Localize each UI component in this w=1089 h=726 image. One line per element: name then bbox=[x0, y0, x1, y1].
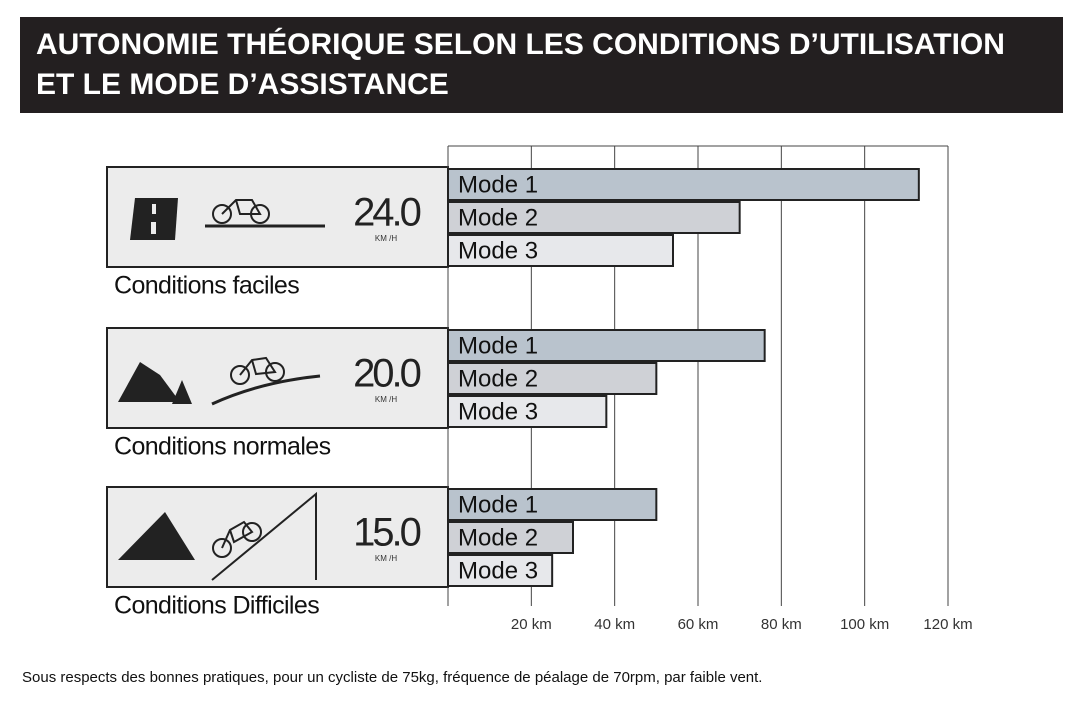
title-line: AUTONOMIE THÉORIQUE SELON LES CONDITIONS… bbox=[36, 27, 1005, 61]
condition-label: Conditions Difficiles bbox=[114, 592, 319, 620]
icons bbox=[118, 198, 325, 581]
title-band bbox=[20, 17, 1063, 113]
x-tick-label: 60 km bbox=[678, 616, 719, 633]
series-label: Mode 1 bbox=[458, 332, 538, 359]
bar bbox=[447, 168, 920, 201]
hill-ground bbox=[211, 374, 321, 406]
speed-unit: KM /H bbox=[375, 234, 397, 243]
footnote: Sous respects des bonnes pratiques, pour… bbox=[22, 669, 762, 686]
speed-unit: KM /H bbox=[375, 395, 397, 404]
x-tick-label: 100 km bbox=[840, 616, 889, 633]
condition-panel bbox=[106, 327, 449, 429]
bar bbox=[447, 362, 658, 395]
bar bbox=[447, 234, 674, 267]
condition-label: Conditions normales bbox=[114, 433, 331, 461]
x-tick-label: 40 km bbox=[594, 616, 635, 633]
slope-ground bbox=[211, 491, 317, 581]
speed: 20.0 bbox=[353, 352, 421, 396]
bar bbox=[447, 488, 658, 521]
bike-icon bbox=[212, 199, 270, 224]
series-label: Mode 2 bbox=[458, 524, 538, 551]
x-tick-label: 80 km bbox=[761, 616, 802, 633]
x-tick-label: 120 km bbox=[923, 616, 972, 633]
series-label: Mode 2 bbox=[458, 365, 538, 392]
bar bbox=[447, 201, 741, 234]
speed: 15.0 bbox=[353, 511, 421, 555]
bike-icon bbox=[212, 520, 262, 558]
series-label: Mode 2 bbox=[458, 204, 538, 231]
bike-icon bbox=[230, 356, 285, 385]
speed-unit: KM /H bbox=[375, 554, 397, 563]
bar bbox=[447, 521, 574, 554]
road-icon bbox=[130, 198, 178, 240]
mountain-icon bbox=[118, 512, 195, 560]
title-line: ET LE MODE D’ASSISTANCE bbox=[36, 68, 449, 101]
series-label: Mode 3 bbox=[458, 557, 538, 584]
speed: 24.0 bbox=[353, 191, 421, 235]
bar bbox=[447, 329, 766, 362]
condition-label: Conditions faciles bbox=[114, 272, 299, 300]
series-label: Mode 3 bbox=[458, 398, 538, 425]
forest-icon bbox=[118, 362, 192, 404]
series-label: Mode 3 bbox=[458, 237, 538, 264]
bar bbox=[447, 554, 554, 587]
x-tick-label: 20 km bbox=[511, 616, 552, 633]
series-label: Mode 1 bbox=[458, 171, 538, 198]
series-label: Mode 1 bbox=[458, 491, 538, 518]
bar bbox=[447, 395, 608, 428]
